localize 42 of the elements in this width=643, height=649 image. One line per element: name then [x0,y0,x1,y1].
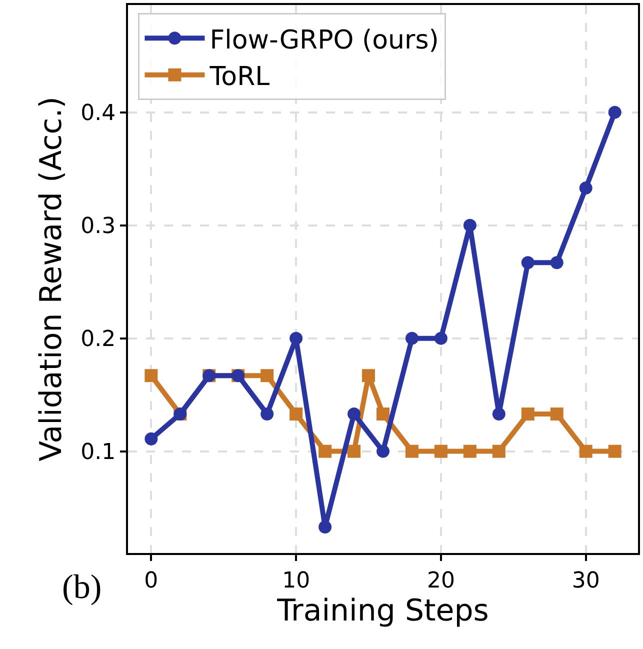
point [376,444,390,458]
point [463,218,476,232]
x-axis-title: Training Steps [276,593,489,628]
point [579,444,592,458]
point [434,444,448,458]
y-tick-label: 0.1 [80,440,116,466]
point [463,444,476,458]
x-tick-label: 20 [426,568,455,594]
point [144,432,158,446]
y-tick-label: 0.3 [80,214,116,240]
point [579,182,592,195]
point [521,256,534,270]
point [492,408,506,421]
x-tick-label: 0 [144,568,158,594]
point [550,408,564,421]
point [405,444,418,458]
legend-label: ToRL [208,62,270,92]
point [260,369,274,382]
x-tick-label: 10 [282,568,310,594]
x-tick-label: 30 [572,568,600,594]
point [260,408,274,421]
text: (b) [62,569,102,606]
point [348,408,361,421]
y-tick-label: 0.4 [80,101,116,126]
point [290,408,303,421]
point [608,106,622,119]
point [318,444,332,458]
point [434,332,448,345]
point [376,408,390,421]
point [290,332,303,345]
y-tick-label: 0.2 [80,327,116,352]
point [492,444,506,458]
point [521,408,534,421]
point [405,332,418,345]
point [144,369,158,382]
legend-label: Flow-GRPO (ours) [210,25,439,56]
point [608,444,622,458]
point [318,520,332,534]
point [348,444,361,458]
y-axis-title: Validation Reward (Acc.) [34,96,70,462]
point [362,369,376,382]
point [550,256,564,270]
